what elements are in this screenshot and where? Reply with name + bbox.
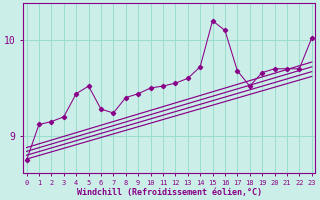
X-axis label: Windchill (Refroidissement éolien,°C): Windchill (Refroidissement éolien,°C)	[77, 188, 262, 197]
